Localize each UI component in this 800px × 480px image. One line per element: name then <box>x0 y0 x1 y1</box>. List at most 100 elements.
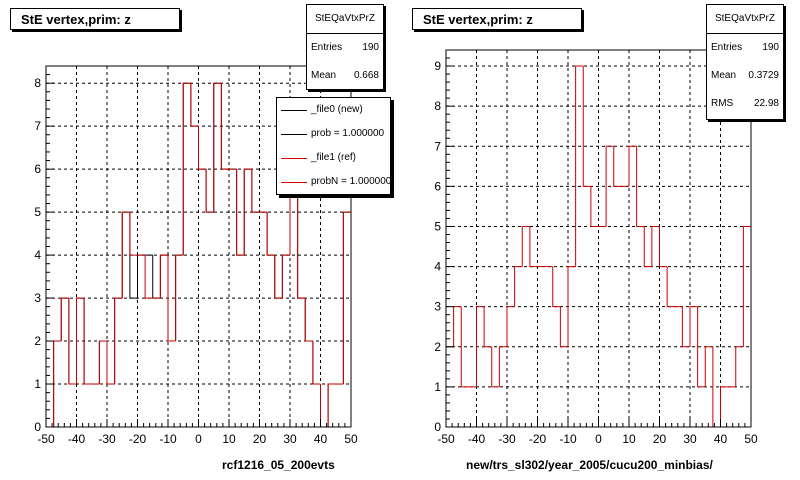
y-tick-label: 3 <box>434 300 441 314</box>
legend-swatch-file0 <box>281 110 307 111</box>
histogram-bin <box>582 66 591 187</box>
x-tick-label: 0 <box>595 432 602 446</box>
histogram-bin <box>251 169 260 213</box>
legend-entry-probN: probN = 1.000000 <box>277 170 390 194</box>
histogram-bin <box>129 212 138 256</box>
right-stats-mean-value: 0.3729 <box>748 70 779 81</box>
histogram-bin <box>742 225 751 347</box>
y-tick-label: 6 <box>434 179 441 193</box>
histogram-bin <box>514 266 523 307</box>
histogram-bin <box>304 298 313 342</box>
series--file1-ref- <box>46 82 352 428</box>
histogram-bin <box>60 297 69 342</box>
legend-entry-file1: _file1 (ref) <box>277 146 390 170</box>
legend-label-file1: _file1 (ref) <box>311 152 357 163</box>
y-tick-label: 3 <box>34 291 41 305</box>
histogram-bin <box>114 297 123 385</box>
y-tick-label: 9 <box>434 59 441 73</box>
left-stats-entries-label: Entries <box>311 42 343 53</box>
x-tick-label: -20 <box>129 432 147 446</box>
histogram-bin <box>651 225 660 267</box>
histogram-bin <box>175 254 184 342</box>
x-tick-label: -40 <box>68 432 86 446</box>
legend-swatch-probN <box>281 182 307 183</box>
right-x-axis-label: new/trs_sl302/year_2005/cucu200_minbias/ <box>466 458 713 472</box>
legend-label-probN: probN = 1.000000 <box>311 176 391 187</box>
histogram-bin <box>567 266 576 347</box>
x-tick-label: -30 <box>98 432 116 446</box>
x-tick-label: -10 <box>559 432 577 446</box>
y-tick-label: 2 <box>434 340 441 354</box>
histogram-bin <box>236 169 245 256</box>
legend-swatch-file1 <box>281 158 307 159</box>
x-tick-label: 20 <box>653 432 667 446</box>
right-stats-rms-value: 22.98 <box>753 98 779 109</box>
y-tick-label: 1 <box>434 380 441 394</box>
y-tick-label: 1 <box>34 377 41 391</box>
histogram-bin <box>182 82 191 256</box>
left-stats-name: StEQaVtxPrZ <box>307 5 383 34</box>
x-tick-label: 20 <box>253 432 267 446</box>
histogram-bin <box>83 298 92 385</box>
right-stats-entries: Entries 190 <box>707 34 783 62</box>
histogram-bin <box>689 306 698 347</box>
y-tick-label: 0 <box>434 420 441 434</box>
histogram-bin <box>636 146 645 227</box>
x-tick-label: 40 <box>714 432 728 446</box>
histogram-bin <box>167 255 176 342</box>
histogram-bin <box>274 255 283 299</box>
histogram-bin <box>681 306 690 348</box>
histogram-bin <box>243 168 252 256</box>
histogram-bin <box>190 83 199 127</box>
y-tick-label: 5 <box>34 205 41 219</box>
left-stats-box: StEQaVtxPrZ Entries 190 Mean 0.668 <box>306 4 384 90</box>
histogram-bin <box>628 145 637 187</box>
histogram-bin <box>327 383 336 427</box>
right-stats-mean: Mean 0.3729 <box>707 62 783 90</box>
x-tick-label: 10 <box>222 432 236 446</box>
x-tick-label: 40 <box>314 432 328 446</box>
x-tick-label: -40 <box>468 432 486 446</box>
histogram-bin <box>590 186 599 227</box>
x-tick-label: 30 <box>283 432 297 446</box>
y-tick-label: 5 <box>434 219 441 233</box>
right-stats-entries-value: 190 <box>762 42 779 53</box>
series-histogram <box>445 65 752 428</box>
histogram-bin <box>659 226 668 268</box>
left-legend: _file0 (new) prob = 1.000000 _file1 (ref… <box>276 97 391 195</box>
histogram-bin <box>575 65 584 267</box>
histogram-bin <box>666 266 675 308</box>
histogram-bin <box>98 340 107 385</box>
right-stats-rms-label: RMS <box>711 98 734 109</box>
legend-entry-prob: prob = 1.000000 <box>277 122 390 146</box>
legend-label-prob: prob = 1.000000 <box>311 128 385 139</box>
histogram-bin <box>643 226 652 268</box>
histogram-bin <box>121 211 130 299</box>
left-title: StE vertex,prim: z <box>10 8 180 30</box>
y-tick-label: 8 <box>434 99 441 113</box>
right-stats-entries-label: Entries <box>711 42 743 53</box>
y-tick-label: 6 <box>34 162 41 176</box>
histogram-bin <box>491 346 500 388</box>
histogram-bin <box>144 255 153 299</box>
histogram-bin <box>312 341 321 385</box>
histogram-bin <box>159 254 168 299</box>
right-stats-rms: RMS 22.98 <box>707 90 783 118</box>
histogram-bin <box>552 266 561 308</box>
y-tick-label: 8 <box>34 76 41 90</box>
histogram-bin <box>213 82 222 213</box>
y-tick-label: 7 <box>34 119 41 133</box>
histogram-bin <box>605 145 614 227</box>
y-tick-label: 4 <box>434 260 441 274</box>
legend-label-file0: _file0 (new) <box>311 104 363 115</box>
y-tick-label: 2 <box>34 334 41 348</box>
right-title: StE vertex,prim: z <box>412 8 582 30</box>
x-tick-label: 10 <box>622 432 636 446</box>
x-tick-label: 50 <box>344 432 358 446</box>
left-stats-mean-value: 0.668 <box>353 70 379 81</box>
y-tick-label: 7 <box>434 139 441 153</box>
left-stats-entries: Entries 190 <box>307 34 383 62</box>
histogram-bin <box>506 306 515 347</box>
x-tick-label: -10 <box>159 432 177 446</box>
